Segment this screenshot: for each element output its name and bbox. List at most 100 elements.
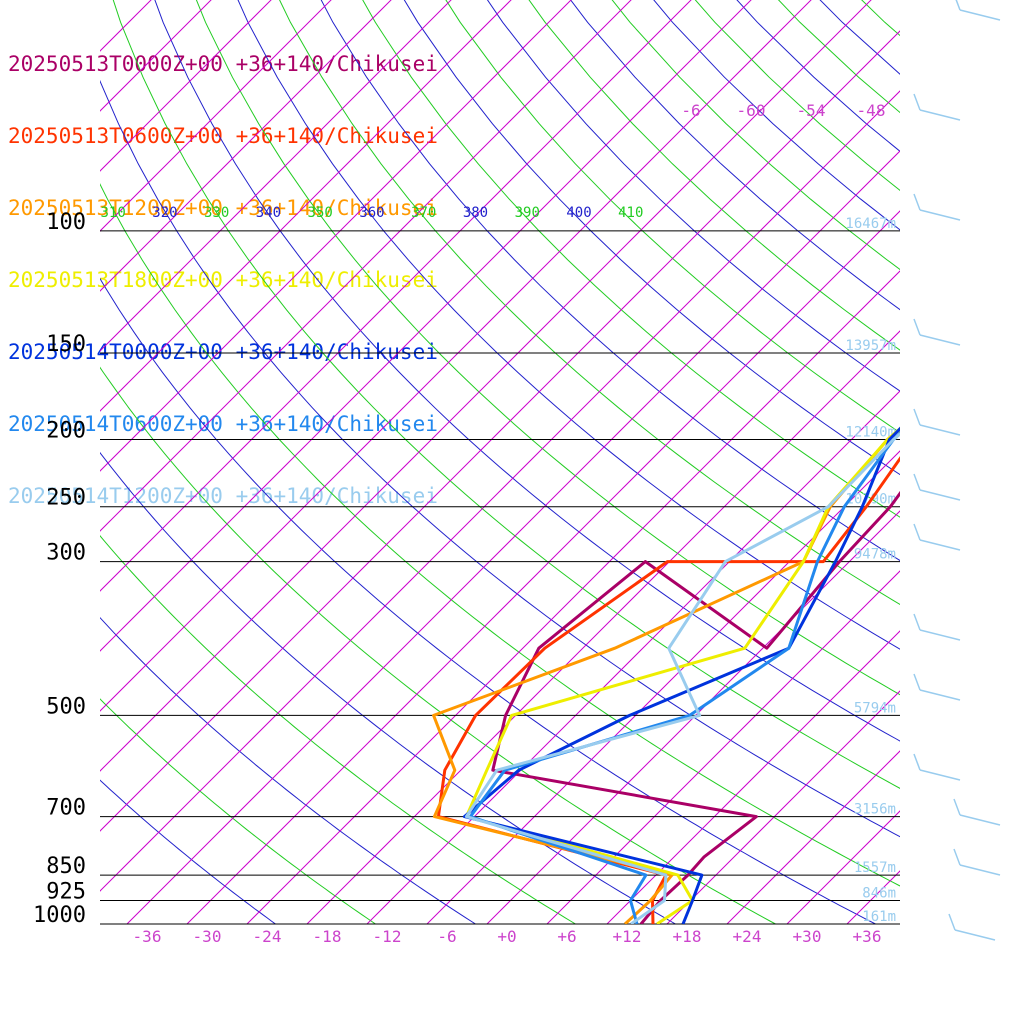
- theta-label: 390: [515, 205, 540, 221]
- wind-barb: [953, 798, 1001, 826]
- wind-barb-staff: [919, 489, 961, 501]
- wind-barb-staff: [919, 769, 961, 781]
- temperature-tick-label: -36: [133, 927, 162, 946]
- isotherm: [100, 0, 812, 712]
- theta-label: 410: [618, 205, 643, 221]
- upper-isotherm-label: -60: [737, 101, 766, 120]
- isotherm: [100, 0, 512, 412]
- isotherm: [100, 0, 332, 232]
- pressure-label: 300: [46, 541, 86, 566]
- height-label: 16467m: [845, 216, 896, 232]
- dry-adiabat: [100, 366, 777, 924]
- dry-adiabat: [403, 0, 900, 476]
- sounding-line: [462, 426, 900, 924]
- temperature-tick-label: +24: [733, 927, 762, 946]
- legend-entry: 20250513T0000Z+00 +36+140/Chikusei: [8, 52, 438, 76]
- wind-barb: [913, 93, 961, 121]
- isotherm: [100, 30, 900, 832]
- isotherm: [726, 750, 900, 924]
- wind-barb-flag: [953, 798, 961, 816]
- wind-barb-staff: [919, 109, 961, 121]
- dry-adiabat: [694, 0, 900, 191]
- height-label: 9478m: [854, 547, 896, 563]
- wind-barb-flag: [913, 93, 921, 111]
- isotherm: [100, 0, 572, 472]
- dry-adiabat: [100, 451, 677, 924]
- theta-label: 310: [101, 205, 126, 221]
- pressure-label: 700: [46, 796, 86, 821]
- dry-adiabat: [100, 779, 277, 924]
- isotherm: [306, 330, 900, 924]
- wind-barb-flag: [913, 473, 921, 491]
- pressure-label: 250: [46, 486, 86, 511]
- height-label: 3156m: [854, 802, 896, 818]
- temperature-tick-label: -30: [193, 927, 222, 946]
- theta-label: 320: [152, 205, 177, 221]
- wind-barb-staff: [959, 814, 1001, 826]
- temperature-tick-label: +6: [557, 927, 576, 946]
- wind-barb-flag: [913, 753, 921, 771]
- theta-label: 380: [463, 205, 488, 221]
- upper-isotherm-label: -6: [681, 101, 700, 120]
- isotherm: [100, 0, 212, 112]
- temperature-tick-label: -12: [373, 927, 402, 946]
- wind-barb: [913, 523, 961, 551]
- wind-barb-staff: [919, 424, 961, 436]
- dry-adiabat: [861, 0, 900, 37]
- isotherm: [426, 450, 900, 924]
- dry-adiabat: [819, 0, 900, 75]
- height-label: 13957m: [845, 338, 896, 354]
- wind-barb-staff: [919, 539, 961, 551]
- isotherm: [100, 0, 692, 592]
- temperature-tick-label: -24: [253, 927, 282, 946]
- wind-barb: [953, 848, 1001, 876]
- wind-barb-flag: [913, 408, 921, 426]
- height-label: 1557m: [854, 860, 896, 876]
- isotherm: [546, 570, 900, 924]
- wind-barb-flag: [948, 913, 956, 931]
- temperature-tick-label: -6: [437, 927, 456, 946]
- pressure-label: 1000: [33, 903, 86, 928]
- wind-barb: [913, 408, 961, 436]
- isotherm: [486, 510, 900, 924]
- temperature-tick-label: +0: [497, 927, 516, 946]
- isotherm: [100, 90, 900, 892]
- theta-label: 400: [566, 205, 591, 221]
- dry-adiabat: [445, 0, 900, 434]
- isotherm: [100, 0, 752, 652]
- wind-barb-staff: [919, 209, 961, 221]
- wind-barb: [955, 0, 1001, 21]
- wind-barb: [913, 473, 961, 501]
- dry-adiabat: [895, 0, 1024, 939]
- isotherm: [892, 0, 1024, 939]
- dry-adiabat: [100, 698, 377, 924]
- theta-label: 340: [256, 205, 281, 221]
- wind-barb-staff: [954, 929, 996, 941]
- temperature-tick-label: +30: [793, 927, 822, 946]
- dry-adiabat: [195, 0, 900, 696]
- temperature-tick-label: +18: [673, 927, 702, 946]
- theta-label: 350: [308, 205, 333, 221]
- temperature-tick-label: +12: [613, 927, 642, 946]
- legend-entry: 20250514T0600Z+00 +36+140/Chikusei: [8, 412, 438, 436]
- temperature-tick-label: +36: [853, 927, 882, 946]
- dry-adiabat: [528, 0, 900, 351]
- pressure-label: 100: [46, 210, 86, 235]
- wind-barb-staff: [919, 334, 961, 346]
- theta-label: 360: [359, 205, 384, 221]
- isotherm: [100, 0, 152, 52]
- dry-adiabat: [100, 535, 577, 924]
- isotherm: [666, 690, 900, 924]
- dry-adiabat: [112, 0, 900, 789]
- wind-barb: [948, 913, 996, 941]
- isotherm: [100, 0, 872, 772]
- dry-adiabat: [100, 616, 477, 924]
- upper-isotherm-label: -54: [797, 101, 826, 120]
- isotherm: [100, 0, 272, 172]
- sounding-line: [491, 490, 900, 924]
- dry-adiabat: [100, 277, 877, 924]
- dry-adiabat: [320, 0, 900, 562]
- wind-barb-staff: [919, 629, 961, 641]
- height-label: 5794m: [854, 700, 896, 716]
- wind-barb: [913, 318, 961, 346]
